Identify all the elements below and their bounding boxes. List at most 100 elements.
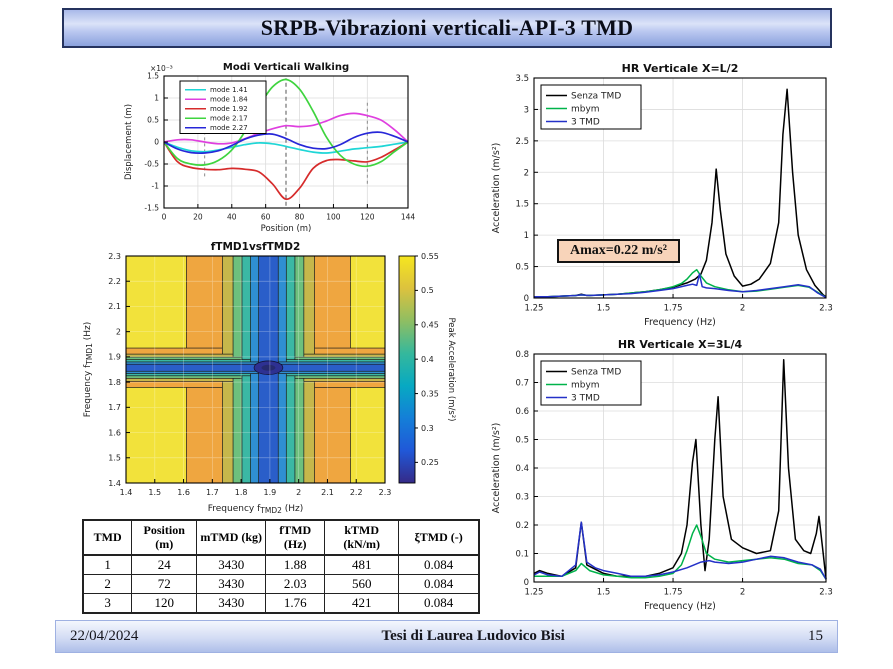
chart-hr2-svg: 1.25 1.5 1.75 2 2.3 0 0.1 0.2 0.3 0.4 0.5 0.6 0.7 0.8… <box>491 338 833 612</box>
svg-text:mode 1.92: mode 1.92 <box>210 105 248 113</box>
svg-text:3: 3 <box>524 105 529 115</box>
svg-text:0.5: 0.5 <box>421 286 434 295</box>
svg-text:0.3: 0.3 <box>421 424 434 433</box>
series-3-tmd <box>533 521 827 580</box>
svg-text:Peak Acceleration (m/s²): Peak Acceleration (m/s²) <box>446 317 456 421</box>
svg-text:2.1: 2.1 <box>108 302 121 311</box>
svg-text:mode 2.27: mode 2.27 <box>210 124 248 132</box>
chart-hr1-svg: 1.25 1.5 1.75 2 2.3 0 0.5 1 1.5 2 2.5 3 3.5 HR Vertic… <box>491 62 833 328</box>
series-mbym <box>534 524 827 580</box>
svg-text:Frequency fTMD2 (Hz): Frequency fTMD2 (Hz) <box>208 504 304 515</box>
svg-text:40: 40 <box>227 213 237 222</box>
svg-text:1.5: 1.5 <box>515 200 529 210</box>
table-row: 2 72 3430 2.03 560 0.084 <box>82 573 480 594</box>
svg-text:HR Verticale X=L/2: HR Verticale X=L/2 <box>622 62 739 75</box>
svg-text:Modi Verticali Walking: Modi Verticali Walking <box>223 62 349 73</box>
table-cell: 0.084 <box>398 554 480 575</box>
svg-text:1.8: 1.8 <box>235 488 248 497</box>
svg-text:-1.5: -1.5 <box>144 204 159 213</box>
slide-title: SRPB-Vibrazioni verticali-API-3 TMD <box>260 15 634 40</box>
svg-text:0: 0 <box>524 578 529 588</box>
table-header-cell: fTMD (Hz) <box>265 519 326 556</box>
series-mode-1-41 <box>163 141 409 154</box>
series-3-tmd <box>534 273 827 299</box>
svg-text:fTMD1vsfTMD2: fTMD1vsfTMD2 <box>211 241 301 253</box>
axes-box <box>125 255 386 484</box>
svg-text:2.5: 2.5 <box>515 137 529 147</box>
svg-text:0: 0 <box>162 213 167 222</box>
legend: Senza TMD mbym 3 TMD <box>540 84 642 130</box>
svg-text:1.25: 1.25 <box>525 304 544 314</box>
series-senza-tmd <box>533 358 827 580</box>
svg-text:0.25: 0.25 <box>421 458 439 467</box>
svg-text:1.5: 1.5 <box>597 304 611 314</box>
svg-text:2: 2 <box>740 588 745 598</box>
svg-text:1.4: 1.4 <box>108 479 121 488</box>
svg-text:3.5: 3.5 <box>515 74 529 84</box>
table-cell: 3430 <box>196 573 267 594</box>
chart-hr1: Amax=0.22 m/s² 1.25 1.5 1.75 2 2.3 0 0.5 1 1.5 2 2… <box>488 62 838 332</box>
svg-text:Acceleration (m/s²): Acceleration (m/s²) <box>491 423 502 514</box>
table-cell: 0.084 <box>398 573 480 594</box>
svg-text:0: 0 <box>524 294 529 304</box>
chart-contour-svg: 1.4 1.5 1.6 1.7 1.8 1.9 2 2.1 2.2 2.3 1.4 1.5 1.6 1.7… <box>83 241 456 515</box>
svg-text:×10⁻³: ×10⁻³ <box>150 64 173 73</box>
table-cell: 0.084 <box>398 592 480 614</box>
table-cell: 1 <box>82 554 133 575</box>
svg-text:0.5: 0.5 <box>147 116 159 125</box>
footer-page-number: 15 <box>808 628 823 644</box>
svg-text:1.4: 1.4 <box>120 488 133 497</box>
svg-text:0.4: 0.4 <box>515 464 529 474</box>
svg-text:1.75: 1.75 <box>664 588 683 598</box>
svg-text:mode 2.17: mode 2.17 <box>210 115 248 123</box>
series-mode-2-27 <box>163 131 409 155</box>
chart-modes: 0 20 40 60 80 100 120 144 -1.5 -1 -0.5 0 0.5 1 1.5 Modi… <box>120 60 418 238</box>
table-header-cell: kTMD (kN/m) <box>324 519 400 556</box>
svg-text:-1: -1 <box>152 182 160 191</box>
svg-text:0.8: 0.8 <box>515 350 529 360</box>
svg-text:mbym: mbym <box>571 105 600 115</box>
footer: 22/04/2024 Tesi di Laurea Ludovico Bisi … <box>55 620 838 653</box>
gridlines <box>126 256 385 483</box>
svg-text:100: 100 <box>326 213 341 222</box>
amax-annotation: Amax=0.22 m/s² <box>557 239 680 263</box>
svg-text:3 TMD: 3 TMD <box>571 118 600 128</box>
table-cell: 2.03 <box>265 573 326 594</box>
series-mode-1-92 <box>163 141 409 201</box>
svg-text:2.2: 2.2 <box>350 488 363 497</box>
table-cell: 3430 <box>196 554 267 575</box>
svg-text:2.2: 2.2 <box>108 277 121 286</box>
footer-date: 22/04/2024 <box>70 628 139 644</box>
chart-contour: 1.4 1.5 1.6 1.7 1.8 1.9 2 2.1 2.2 2.3 1.4 1.5 1.6 1.7… <box>80 240 480 523</box>
svg-text:1.9: 1.9 <box>108 353 121 362</box>
table-cell: 421 <box>324 592 400 614</box>
table-row: 1 24 3430 1.88 481 0.084 <box>82 554 480 575</box>
chart-modes-svg: 0 20 40 60 80 100 120 144 -1.5 -1 -0.5 0 0.5 1 1.5 Modi… <box>124 62 416 234</box>
svg-text:Position (m): Position (m) <box>261 224 312 234</box>
svg-text:2.3: 2.3 <box>379 488 392 497</box>
svg-text:Frequency fTMD1 (Hz): Frequency fTMD1 (Hz) <box>83 322 94 418</box>
table-cell: 560 <box>324 573 400 594</box>
svg-text:60: 60 <box>261 213 271 222</box>
table-header-cell: TMD <box>82 519 133 556</box>
svg-text:0.5: 0.5 <box>515 435 529 445</box>
table-cell: 1.88 <box>265 554 326 575</box>
svg-text:-0.5: -0.5 <box>144 160 159 169</box>
svg-text:2.3: 2.3 <box>108 252 121 261</box>
svg-text:1.7: 1.7 <box>206 488 219 497</box>
series-mode-1-84 <box>163 112 409 145</box>
title-banner: SRPB-Vibrazioni verticali-API-3 TMD <box>62 8 832 48</box>
svg-text:1.75: 1.75 <box>664 304 683 314</box>
footer-title: Tesi di Laurea Ludovico Bisi <box>381 628 565 644</box>
colorbar <box>398 255 416 484</box>
table-cell: 3 <box>82 592 133 614</box>
svg-text:1.5: 1.5 <box>597 588 611 598</box>
svg-text:0.55: 0.55 <box>421 252 439 261</box>
svg-text:144: 144 <box>401 213 416 222</box>
svg-text:mode 1.41: mode 1.41 <box>210 86 248 94</box>
svg-text:2.1: 2.1 <box>321 488 334 497</box>
table-cell: 72 <box>131 573 198 594</box>
svg-text:3 TMD: 3 TMD <box>571 394 600 404</box>
svg-text:Senza TMD: Senza TMD <box>571 368 621 378</box>
